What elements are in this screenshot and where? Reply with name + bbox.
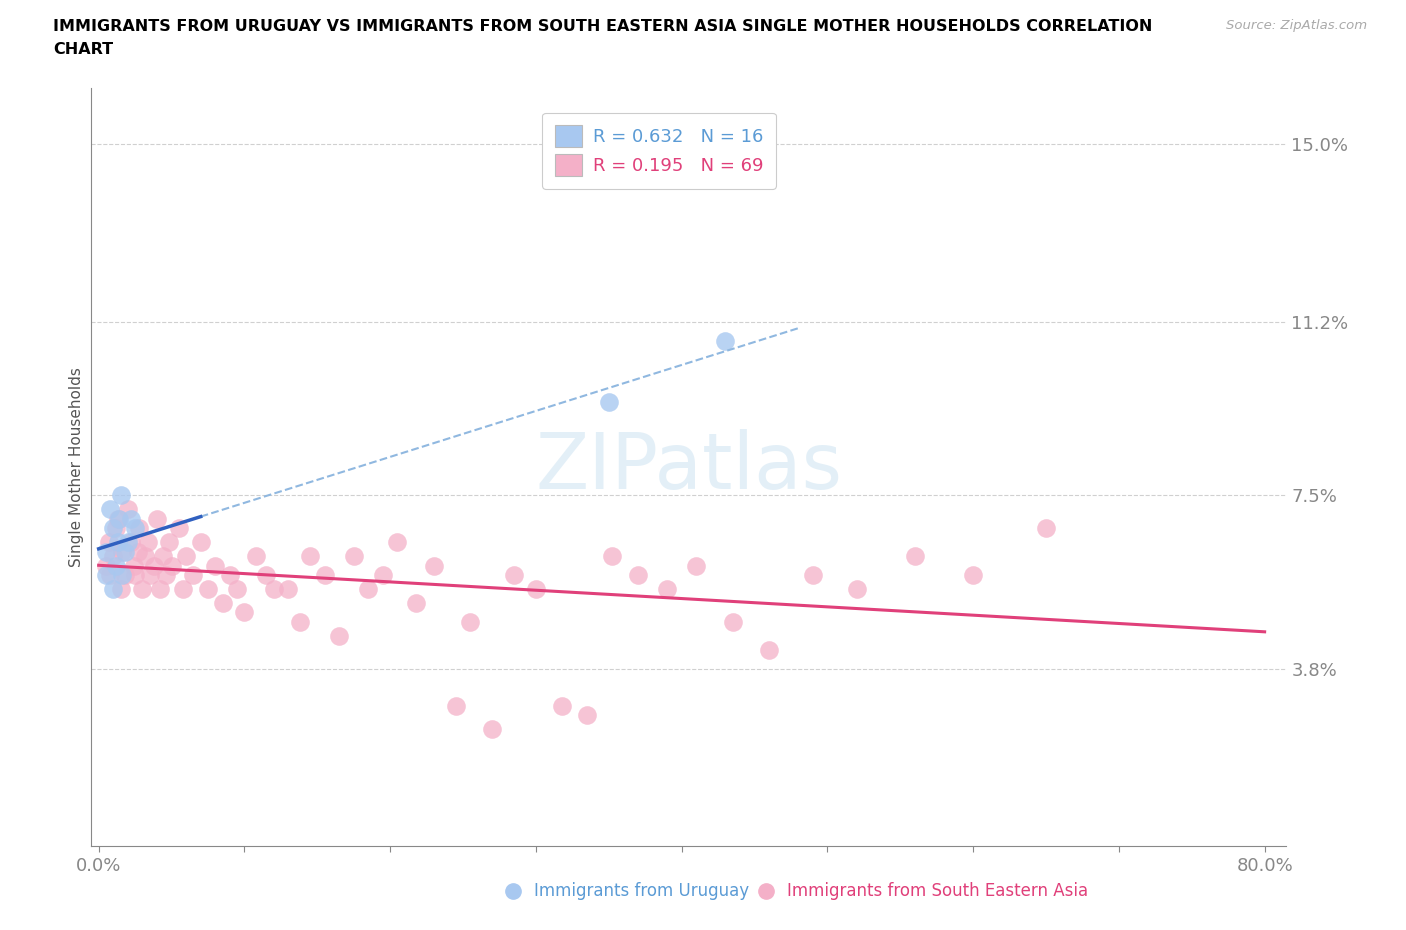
Text: ZIPatlas: ZIPatlas [536,430,842,505]
Point [801,567,824,582]
Point [122,558,145,573]
Legend: R = 0.632   N = 16, R = 0.195   N = 69: R = 0.632 N = 16, R = 0.195 N = 69 [543,113,776,189]
Text: Immigrants from South Eastern Asia: Immigrants from South Eastern Asia [787,882,1088,900]
Point [111,567,134,582]
Point [149,581,172,596]
Point [103,521,125,536]
Point [174,549,197,564]
Point [190,535,212,550]
Point [627,567,650,582]
Point [328,629,350,644]
Point [685,558,707,573]
Point [183,567,205,582]
Point [245,549,267,564]
Point [160,558,183,573]
Text: Immigrants from Uruguay: Immigrants from Uruguay [534,882,749,900]
Point [460,615,482,630]
Point [134,549,156,564]
Y-axis label: Single Mother Households: Single Mother Households [69,367,84,567]
Point [357,581,380,596]
Point [288,615,311,630]
Point [314,567,336,582]
Point [503,567,526,582]
Point [172,581,194,596]
Point [277,581,299,596]
Point [218,567,240,582]
Point [211,595,233,610]
Point [136,535,159,550]
Text: IMMIGRANTS FROM URUGUAY VS IMMIGRANTS FROM SOUTH EASTERN ASIA SINGLE MOTHER HOUS: IMMIGRANTS FROM URUGUAY VS IMMIGRANTS FR… [53,19,1153,33]
Point [226,581,249,596]
Point [551,698,574,713]
Point [721,615,744,630]
Point [98,567,121,582]
Point [481,722,503,737]
Point [124,567,146,582]
Point [98,502,121,517]
Point [114,567,136,582]
Point [155,567,177,582]
Point [107,535,129,550]
Point [120,512,142,526]
Point [94,544,117,559]
Point [575,708,598,723]
Point [598,394,620,409]
Point [600,549,623,564]
Point [103,581,125,596]
Point [387,535,409,550]
Point [146,512,169,526]
Point [254,567,277,582]
Text: Source: ZipAtlas.com: Source: ZipAtlas.com [1226,19,1367,32]
Point [197,581,219,596]
Point [94,558,117,573]
Point [114,544,136,559]
Point [167,521,190,536]
Point [97,535,120,550]
Point [108,512,131,526]
Point [120,535,142,550]
Point [904,549,927,564]
Point [343,549,366,564]
Point [127,544,149,559]
Point [117,535,139,550]
Point [204,558,226,573]
Point [233,604,256,619]
Point [758,643,780,658]
Point [131,581,153,596]
Point [105,521,128,536]
Point [128,521,150,536]
Point [117,502,139,517]
Point [110,581,132,596]
Point [107,512,129,526]
Text: CHART: CHART [53,42,114,57]
Point [103,549,125,564]
Point [655,581,678,596]
Point [138,567,160,582]
Point [157,535,180,550]
Point [298,549,321,564]
Point [143,558,166,573]
Point [263,581,285,596]
Point [962,567,984,582]
Point [524,581,547,596]
Point [1035,521,1057,536]
Point [845,581,868,596]
Point [124,521,146,536]
Point [714,334,737,349]
Point [444,698,467,713]
Point [371,567,394,582]
Point [111,544,134,559]
Point [110,488,132,503]
Point [423,558,446,573]
Point [105,558,128,573]
Point [405,595,427,610]
Point [94,567,117,582]
Point [152,549,174,564]
